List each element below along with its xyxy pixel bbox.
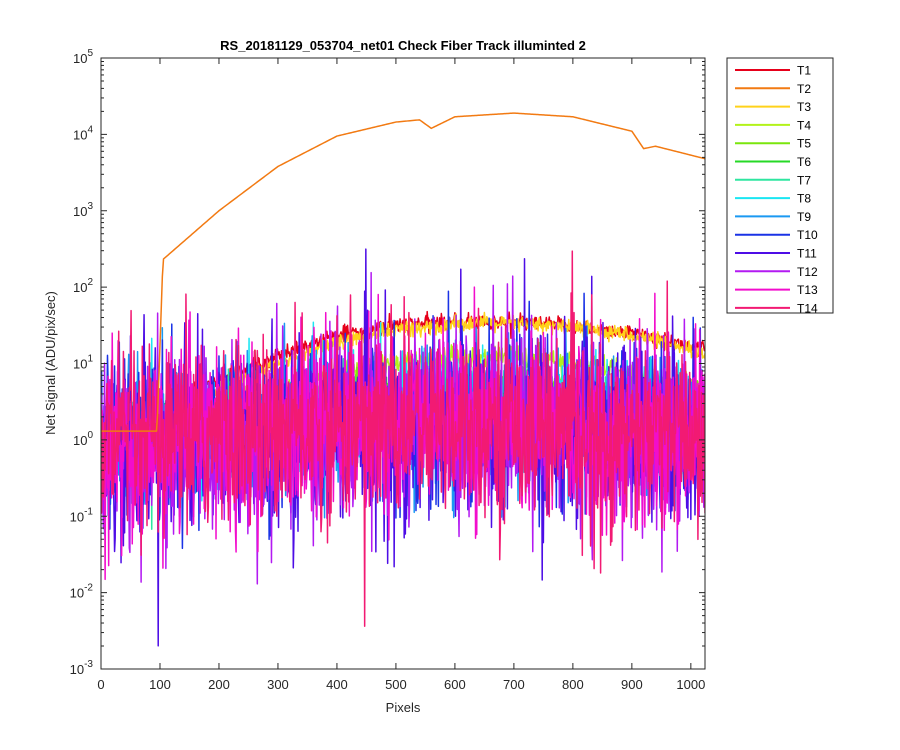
legend-label: T13 [797, 283, 818, 297]
legend-label: T12 [797, 265, 818, 279]
x-tick-label: 0 [97, 677, 104, 692]
x-tick-label: 900 [621, 677, 643, 692]
chart-title: RS_20181129_053704_net01 Check Fiber Tra… [220, 38, 586, 53]
x-tick-label: 700 [503, 677, 525, 692]
x-tick-label: 600 [444, 677, 466, 692]
y-tick-base: 10 [70, 586, 84, 601]
x-tick-label: 200 [208, 677, 230, 692]
y-tick-exponent: -1 [84, 506, 93, 517]
legend-label: T11 [797, 247, 817, 261]
y-tick-base: 10 [70, 509, 84, 524]
y-tick-base: 10 [73, 280, 87, 295]
y-tick-base: 10 [73, 433, 87, 448]
legend-label: T6 [797, 155, 811, 169]
y-tick-exponent: -2 [84, 583, 93, 594]
y-tick-exponent: 0 [87, 430, 93, 441]
x-tick-label: 1000 [676, 677, 705, 692]
y-tick-label: 101 [73, 354, 93, 372]
y-tick-exponent: 3 [87, 201, 93, 212]
y-tick-exponent: 2 [87, 277, 93, 288]
legend-label: T5 [797, 137, 811, 151]
y-tick-label: 105 [73, 48, 93, 66]
x-tick-label: 300 [267, 677, 289, 692]
y-axis-label: Net Signal (ADU/pix/sec) [43, 291, 58, 435]
legend-label: T3 [797, 100, 811, 114]
legend-label: T1 [797, 64, 811, 78]
legend: T1 T2 T3 T4 T5 T6 T7 T8 T9 T10 T11 T12 T13 T14 [726, 57, 834, 315]
y-tick-exponent: -3 [84, 659, 93, 670]
x-tick-label: 100 [149, 677, 171, 692]
y-tick-label: 102 [73, 277, 93, 295]
y-tick-base: 10 [73, 127, 87, 142]
x-tick-label: 800 [562, 677, 584, 692]
y-tick-base: 10 [73, 357, 87, 372]
legend-label: T8 [797, 192, 811, 206]
y-tick-exponent: 1 [87, 354, 93, 365]
y-tick-label: 104 [73, 124, 93, 142]
y-tick-base: 10 [70, 662, 84, 677]
x-axis-label: Pixels [386, 700, 421, 715]
y-tick-label: 103 [73, 201, 93, 219]
legend-label: T7 [797, 173, 811, 187]
y-tick-exponent: 5 [87, 48, 93, 59]
legend-label: T4 [797, 118, 811, 132]
x-tick-label: 400 [326, 677, 348, 692]
legend-label: T2 [797, 82, 811, 96]
y-tick-base: 10 [73, 51, 87, 66]
series-line-t2 [101, 112, 705, 432]
legend-label: T14 [797, 301, 818, 315]
x-tick-label: 500 [385, 677, 407, 692]
y-tick-exponent: 4 [87, 124, 93, 135]
y-tick-label: 10-1 [70, 506, 94, 524]
y-tick-label: 10-2 [70, 583, 94, 601]
series-layer [101, 112, 705, 647]
series-line-t14 [101, 250, 705, 628]
y-tick-label: 100 [73, 430, 93, 448]
y-tick-base: 10 [73, 204, 87, 219]
legend-label: T10 [797, 228, 818, 242]
y-tick-label: 10-3 [70, 659, 94, 677]
legend-label: T9 [797, 210, 811, 224]
